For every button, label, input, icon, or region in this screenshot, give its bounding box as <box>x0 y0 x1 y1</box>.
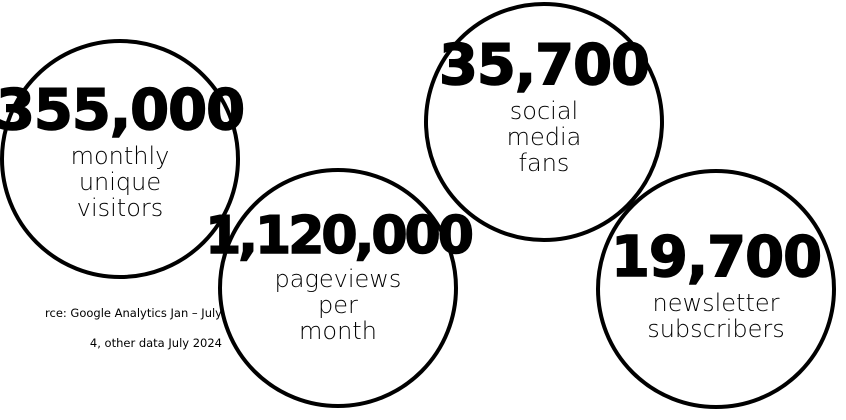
stat-value: 355,000 <box>0 78 246 143</box>
stat-value: 19,700 <box>610 225 823 290</box>
stat-value: 35,700 <box>438 33 651 98</box>
stat-label: newsletter subscribers <box>647 289 785 343</box>
stat-bubble-newsletter-subscribers: 19,700 newsletter subscribers <box>596 169 836 409</box>
stat-value: 1,120,000 <box>204 206 474 266</box>
stat-label: pageviews per month <box>274 265 402 345</box>
source-note-line: rce: Google Analytics Jan – July <box>45 306 222 320</box>
stat-bubble-pageviews: 1,120,000 pageviews per month <box>204 168 475 408</box>
stat-label: monthly unique visitors <box>70 142 170 222</box>
source-note: rce: Google Analytics Jan – July 4, othe… <box>0 291 222 366</box>
stat-bubble-social-media-fans: 35,700 social media fans <box>424 2 664 242</box>
stat-label: social media fans <box>506 97 582 177</box>
source-note-line: 4, other data July 2024 <box>89 336 222 350</box>
stat-bubble-unique-visitors: 355,000 monthly unique visitors <box>0 39 246 279</box>
